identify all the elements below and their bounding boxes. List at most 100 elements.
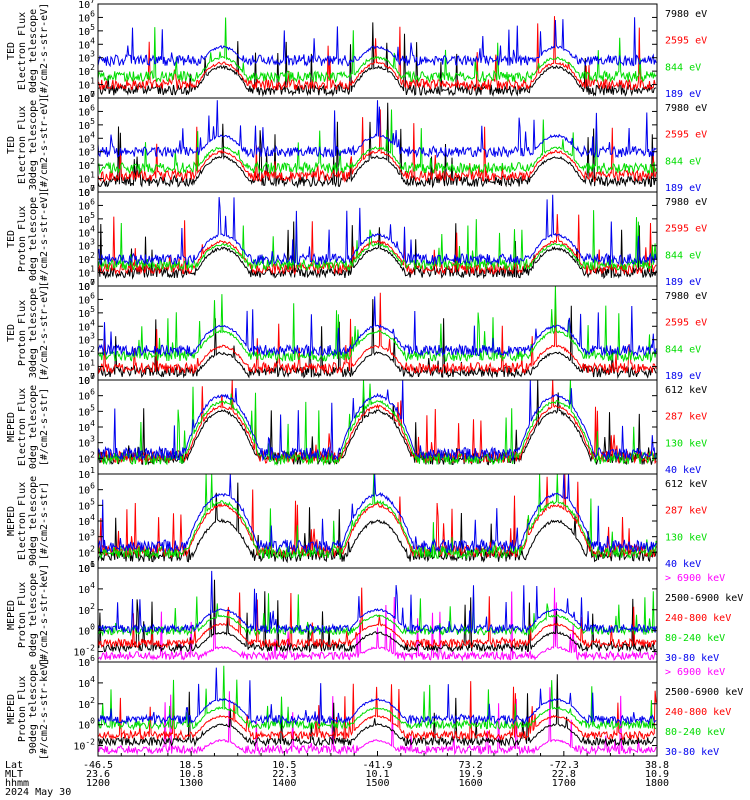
- y-axis-label-line: [#/cm2-s-str-eV]: [39, 97, 50, 193]
- x-tick-label: 1800: [645, 778, 669, 789]
- legend-entry: 7980 eV: [665, 197, 707, 208]
- y-axis-label-line: [#/cm2-s-str-eV]: [39, 285, 50, 381]
- y-tick-label: 104: [78, 224, 95, 239]
- y-axis-label-line: TED: [6, 136, 17, 154]
- y-tick-label: 103: [78, 144, 95, 159]
- panel-7: 106 104 102 100 10-2 MEPED Proton Flux 0deg tel…: [6, 560, 743, 666]
- x-row-label: MLT: [5, 769, 23, 780]
- x-tick-label: 22.8: [552, 769, 576, 780]
- legend-entry: 189 eV: [665, 277, 701, 288]
- y-tick-label: 107: [78, 90, 95, 105]
- y-tick-label: 100: [78, 90, 95, 105]
- y-axis-label: TED Electron Flux 30deg telescope [#/cm2-s-…: [6, 97, 50, 193]
- y-axis-label-line: MEPED: [6, 600, 17, 630]
- legend-entry: 189 eV: [665, 89, 701, 100]
- y-tick-label: 101: [78, 77, 95, 92]
- y-tick-label: 105: [78, 305, 95, 320]
- x-tick-label: 73.2: [459, 760, 483, 771]
- y-axis-label-line: MEPED: [6, 506, 17, 536]
- y-axis-label-line: 30deg telescope: [28, 100, 39, 190]
- y-axis-label: TED Electron Flux 0deg telescope [#/cm2-s-s…: [6, 3, 50, 99]
- y-tick-label: 106: [78, 291, 95, 306]
- y-axis-label: MEPED Electron Flux 0deg telescope [#/cm2-s…: [6, 385, 50, 469]
- y-tick-label: 105: [78, 403, 95, 418]
- legend-entry: 612 keV: [665, 385, 707, 396]
- x-tick-label: 1700: [552, 778, 576, 789]
- legend-entry: 2500-6900 keV: [665, 593, 743, 604]
- y-tick-label: 106: [78, 9, 95, 24]
- series-line-4-2: [97, 292, 657, 376]
- y-axis-label: TED Proton Flux 0deg telescope [#/cm2-s-str…: [6, 191, 50, 287]
- legend-entry: 612 keV: [665, 479, 707, 490]
- series-line-3-3: [97, 210, 657, 272]
- y-tick-label: 104: [78, 36, 95, 51]
- y-tick-label: 10-2: [73, 644, 95, 659]
- y-axis-label-line: Electron Flux: [17, 106, 28, 184]
- y-axis-label-line: [#/cm2-s-str]: [39, 388, 50, 466]
- x-tick-label: 23.6: [86, 769, 110, 780]
- legend-entry: 287 keV: [665, 506, 707, 517]
- y-axis-label-line: TED: [6, 42, 17, 60]
- series-line-7-4: [97, 591, 657, 637]
- y-tick-label: 104: [78, 419, 95, 434]
- legend-entry: 7980 eV: [665, 291, 707, 302]
- y-axis-label-line: Electron Flux: [17, 388, 28, 466]
- legend-entry: 287 keV: [665, 412, 707, 423]
- series-line-6-2: [97, 473, 657, 559]
- x-tick-label: 1300: [179, 778, 203, 789]
- legend-entry: 130 keV: [665, 532, 707, 543]
- series-line-8-2: [97, 674, 657, 748]
- series-line-3-2: [97, 214, 657, 276]
- legend-entry: 7980 eV: [665, 9, 707, 20]
- y-tick-label: 102: [78, 696, 95, 711]
- y-tick-label: 102: [78, 251, 95, 266]
- series-line-3-1: [97, 221, 657, 280]
- x-tick-label: 10.9: [645, 769, 669, 780]
- y-axis-label-line: 90deg telescope: [28, 664, 39, 754]
- date-label: 2024 May 30: [5, 787, 71, 798]
- series-line-1-1: [97, 22, 657, 98]
- legend-entry: 2595 eV: [665, 224, 707, 235]
- series-line-5-1: [97, 379, 657, 466]
- y-tick-label: 104: [78, 675, 95, 690]
- y-tick-label: 106: [78, 388, 95, 403]
- y-axis-label-line: 0deg telescope: [28, 197, 39, 281]
- y-tick-label: 105: [78, 497, 95, 512]
- y-axis-label-line: Proton Flux: [17, 582, 28, 648]
- y-axis-label: TED Proton Flux 30deg telescope [#/cm2-s-st…: [6, 285, 50, 381]
- x-tick-label: -41.9: [362, 760, 392, 771]
- series-line-2-1: [97, 102, 657, 189]
- y-tick-label: 101: [78, 171, 95, 186]
- series-line-5-2: [97, 379, 657, 465]
- legend-entry: 844 eV: [665, 156, 701, 167]
- y-tick-label: 102: [78, 450, 95, 465]
- x-tick-label: 18.5: [179, 760, 203, 771]
- x-row-label: hhmm: [5, 778, 29, 789]
- x-tick-label: 10.5: [272, 760, 296, 771]
- x-tick-label: 19.9: [459, 769, 483, 780]
- x-tick-label: 1500: [365, 778, 389, 789]
- y-tick-label: 103: [78, 529, 95, 544]
- y-axis-label: MEPED Proton Flux 90deg telescope [#/cm2-s-…: [6, 658, 50, 760]
- legend-entry: 240-800 keV: [665, 707, 731, 718]
- series-line-4-3: [97, 285, 657, 364]
- y-tick-label: 105: [78, 23, 95, 38]
- y-tick-label: 104: [78, 318, 95, 333]
- y-axis-label-line: Electron Flux: [17, 482, 28, 560]
- panel-frame: [97, 285, 658, 381]
- series-line-2-4: [97, 100, 657, 159]
- y-tick-label: 100: [78, 717, 95, 732]
- series-line-8-5: [97, 667, 657, 726]
- series-line-5-4: [97, 379, 657, 462]
- series-line-8-3: [97, 681, 657, 741]
- y-tick-label: 105: [78, 211, 95, 226]
- series-line-1-3: [97, 17, 657, 84]
- legend-entry: > 6900 keV: [665, 667, 725, 678]
- legend-entry: 2595 eV: [665, 318, 707, 329]
- y-tick-label: 102: [78, 602, 95, 617]
- y-axis-label-line: 0deg telescope: [28, 9, 39, 93]
